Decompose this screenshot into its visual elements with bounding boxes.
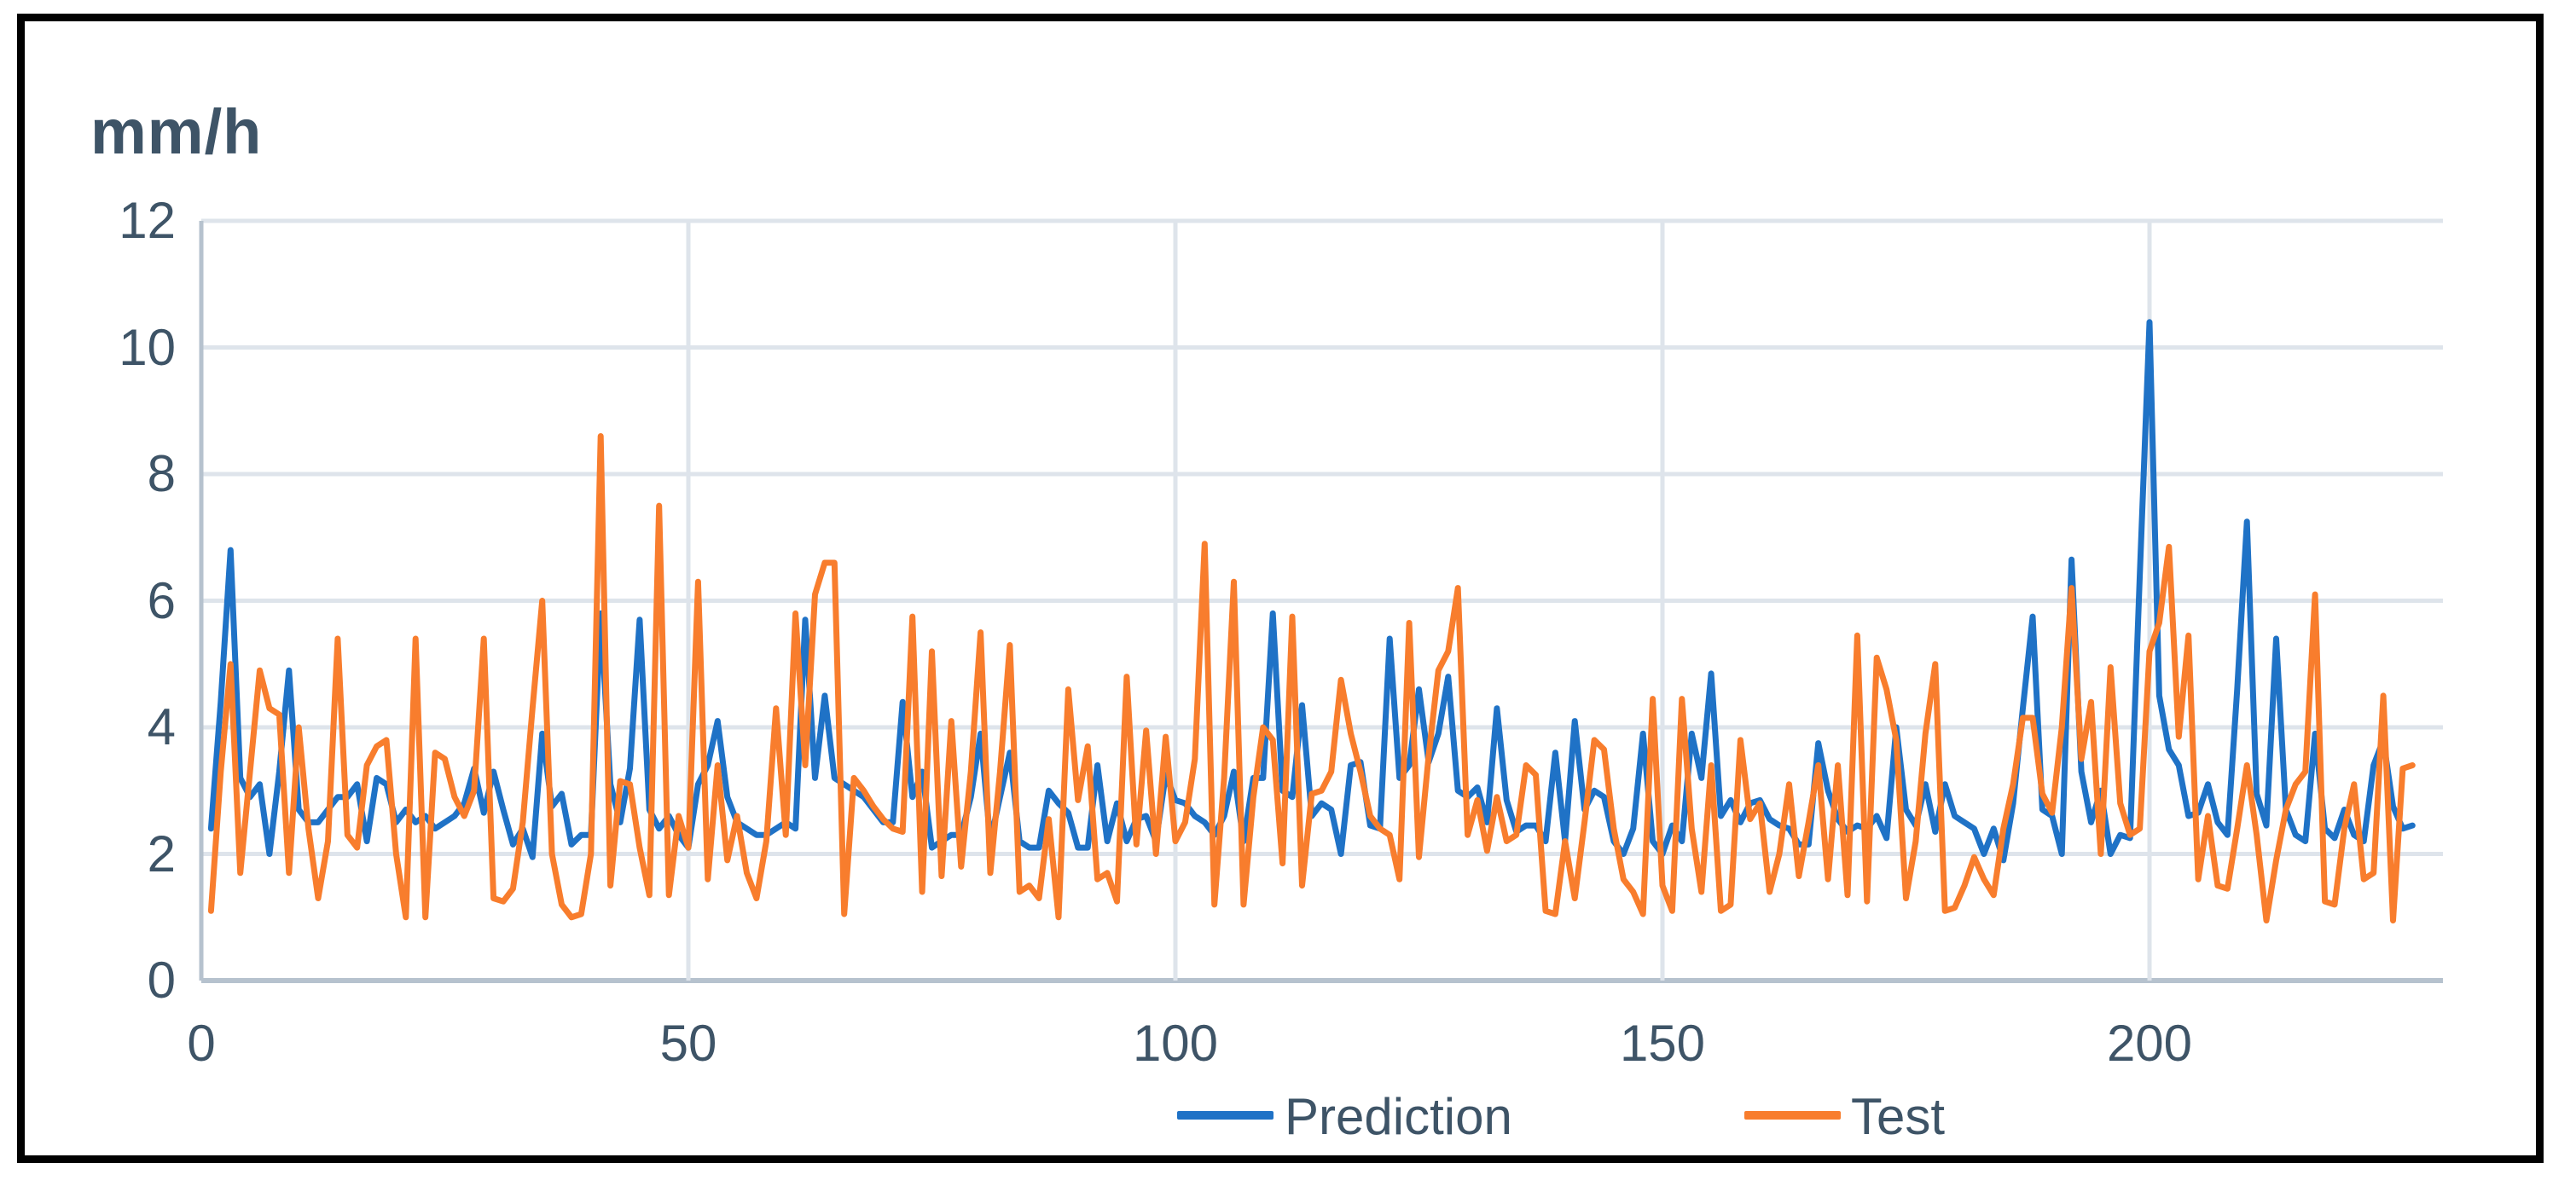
y-tick-label: 4 <box>147 698 176 755</box>
y-tick-label: 6 <box>147 571 176 629</box>
y-tick-label: 12 <box>119 192 176 249</box>
y-tick-label: 2 <box>147 825 176 883</box>
y-tick-label: 0 <box>147 952 176 1009</box>
x-tick-label: 100 <box>1132 1015 1219 1072</box>
prediction-line <box>207 319 2416 864</box>
chart-outer-frame <box>17 14 2544 1163</box>
x-tick-label: 0 <box>187 1015 216 1072</box>
y-axis-unit-title: mm/h <box>90 96 263 167</box>
x-tick-label: 50 <box>659 1015 717 1072</box>
x-tick-label: 200 <box>2106 1015 2193 1072</box>
x-tick-label: 150 <box>1619 1015 1706 1072</box>
y-tick-label: 10 <box>119 318 176 376</box>
test-line <box>207 433 2416 923</box>
y-tick-label: 8 <box>147 445 176 502</box>
